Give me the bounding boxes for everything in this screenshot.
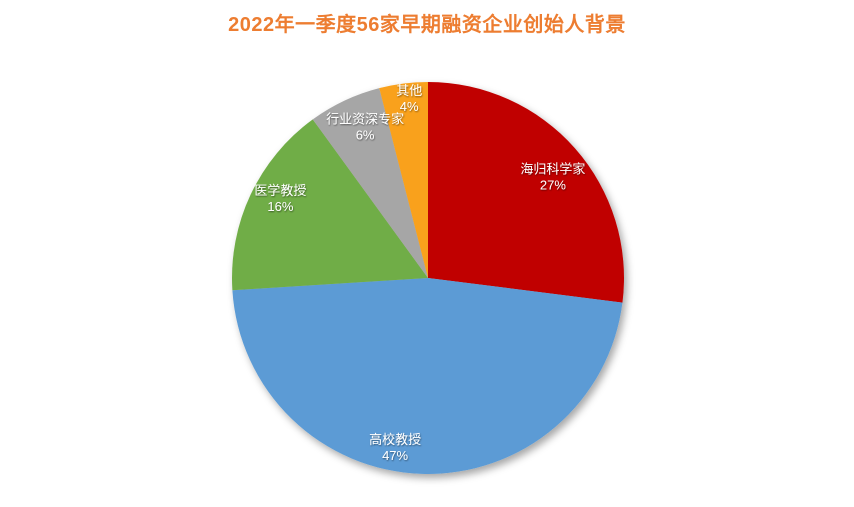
pie-slice-label-2: 高校教授 47% — [369, 432, 421, 463]
pie-slice-label-1: 海归科学家 27% — [520, 161, 585, 192]
chart-title: 2022年一季度56家早期融资企业创始人背景 — [228, 14, 626, 36]
pie-slice-label-5: 其他 4% — [396, 83, 422, 114]
pie-slice-label-4: 行业资深专家 6% — [326, 111, 404, 142]
pie-slice-2 — [232, 278, 623, 474]
pie-slice-1 — [428, 82, 624, 303]
pie-slice-5 — [379, 82, 428, 278]
pie-labels-group: 海归科学家 27% 高校教授 47% 医学教授 16% 行业资深专家 6%其他 4% — [254, 83, 585, 463]
pie-slice-3 — [232, 119, 428, 291]
pie-slice-label-3: 医学教授 16% — [254, 183, 306, 214]
pie-slices-group — [232, 82, 624, 474]
pie-slice-4 — [312, 88, 428, 278]
